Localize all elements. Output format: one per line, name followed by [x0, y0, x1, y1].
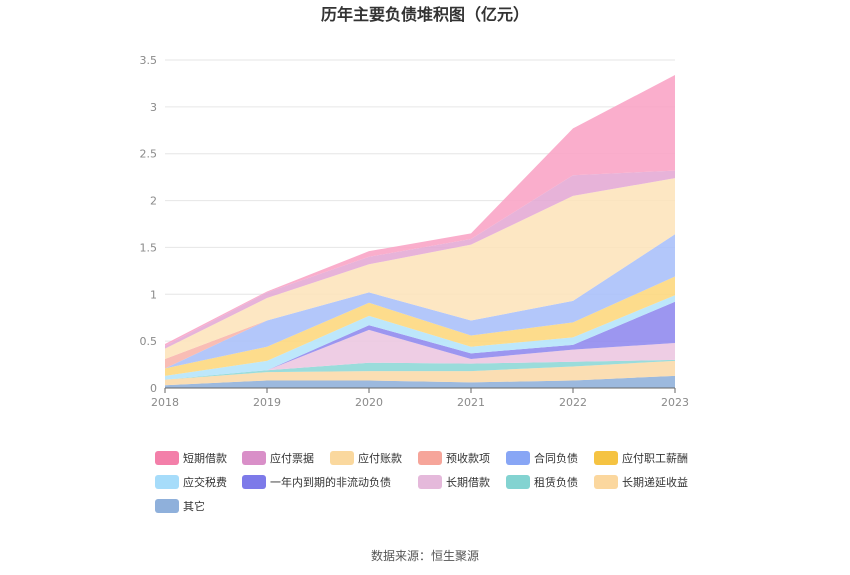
- legend-swatch: [418, 475, 442, 489]
- area-series-group: [165, 74, 675, 388]
- y-tick-label: 1: [150, 288, 157, 301]
- legend-label: 其它: [183, 499, 205, 513]
- area-series-3[interactable]: [165, 329, 675, 380]
- legend-swatch: [242, 475, 266, 489]
- area-series-2[interactable]: [165, 359, 675, 380]
- area-series-1[interactable]: [165, 360, 675, 386]
- x-tick-label: 2020: [355, 396, 383, 409]
- legend-item[interactable]: 应交税费: [155, 475, 227, 489]
- area-series-5[interactable]: [165, 295, 675, 380]
- legend-label: 合同负债: [534, 451, 578, 465]
- legend-swatch: [594, 451, 618, 465]
- area-series-6[interactable]: [165, 276, 675, 376]
- y-tick-label: 0.5: [140, 335, 158, 348]
- area-series-11[interactable]: [165, 74, 675, 346]
- legend-label: 一年内到期的非流动负债: [270, 475, 391, 489]
- x-tick-label: 2021: [457, 396, 485, 409]
- legend-label: 应交税费: [183, 475, 227, 489]
- legend-item[interactable]: 预收款项: [418, 451, 490, 465]
- legend-item[interactable]: 应付职工薪酬: [594, 451, 688, 465]
- legend-label: 短期借款: [183, 451, 227, 465]
- legend-label: 租赁负债: [534, 475, 578, 489]
- legend-label: 应付账款: [358, 451, 402, 465]
- x-tick-label: 2023: [661, 396, 689, 409]
- data-source: 数据来源：恒生聚源: [371, 548, 479, 563]
- legend-item[interactable]: 租赁负债: [506, 475, 578, 489]
- y-tick-label: 1.5: [140, 241, 158, 254]
- legend-label: 预收款项: [446, 451, 490, 465]
- legend-swatch: [506, 451, 530, 465]
- area-series-0[interactable]: [165, 375, 675, 388]
- legend-swatch: [506, 475, 530, 489]
- legend-item[interactable]: 应付票据: [242, 451, 314, 465]
- area-series-9[interactable]: [165, 178, 675, 359]
- legend-label: 应付票据: [270, 451, 314, 465]
- legend-swatch: [242, 451, 266, 465]
- legend-swatch: [418, 451, 442, 465]
- area-series-7[interactable]: [165, 234, 675, 369]
- y-tick-label: 2.5: [140, 148, 158, 161]
- x-tick-label: 2018: [151, 396, 179, 409]
- legend-item[interactable]: 短期借款: [155, 451, 227, 465]
- legend-item[interactable]: 长期借款: [418, 475, 490, 489]
- x-tick-label: 2019: [253, 396, 281, 409]
- legend-swatch: [594, 475, 618, 489]
- legend-label: 长期借款: [446, 475, 490, 489]
- legend-label: 长期递延收益: [622, 475, 688, 489]
- y-tick-label: 0: [150, 382, 157, 395]
- legend-item[interactable]: 其它: [155, 499, 205, 513]
- legend-item[interactable]: 长期递延收益: [594, 475, 688, 489]
- legend-item[interactable]: 应付账款: [330, 451, 402, 465]
- y-tick-label: 3.5: [140, 54, 158, 67]
- axes: 0 0.5 1 1.5 2 2.5 3 3.5 2018 2019 2020 2021 2022 2023: [140, 54, 690, 409]
- legend-label: 应付职工薪酬: [622, 451, 688, 465]
- area-series-4[interactable]: [165, 301, 675, 380]
- y-tick-label: 3: [150, 101, 157, 114]
- x-tick-label: 2022: [559, 396, 587, 409]
- legend-item[interactable]: 一年内到期的非流动负债: [242, 475, 391, 489]
- legend-swatch: [155, 499, 179, 513]
- y-tick-label: 2: [150, 195, 157, 208]
- legend-item[interactable]: 合同负债: [506, 451, 578, 465]
- legend-swatch: [330, 451, 354, 465]
- chart-title: 历年主要负债堆积图（亿元）: [321, 5, 529, 24]
- legend-swatch: [155, 475, 179, 489]
- legend-swatch: [155, 451, 179, 465]
